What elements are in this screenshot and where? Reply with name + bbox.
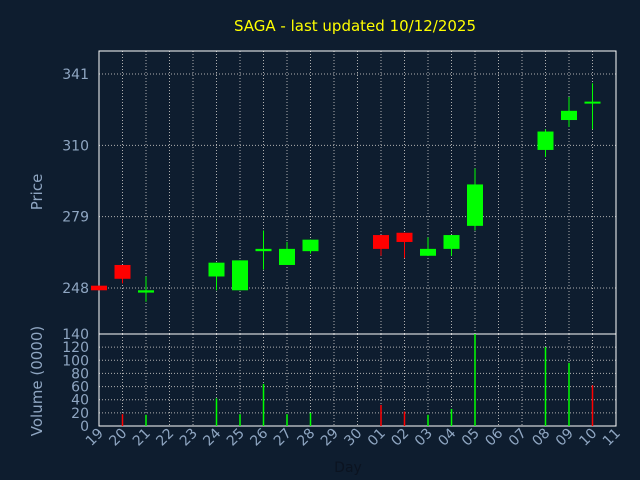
candle-body (420, 248, 436, 256)
chart-title: SAGA - last updated 10/12/2025 (234, 17, 476, 35)
volume-grid (99, 333, 616, 427)
price-grid (99, 51, 616, 334)
candle-body (91, 285, 107, 291)
volume-tick-label: 100 (62, 353, 89, 369)
candle-body (208, 262, 225, 277)
x-tick-label: 03 (412, 426, 436, 450)
x-tick-label: 30 (341, 426, 365, 450)
candle-body (561, 110, 577, 121)
volume-tick-label: 20 (71, 406, 89, 422)
volume-tick-label: 60 (71, 380, 89, 396)
candle-body (396, 232, 413, 242)
x-ticks: 19 20 21 22 23 24 25 26 27 28 29 30 01 02 03 04 05 06 07 08… (83, 425, 624, 449)
x-tick-label: 28 (294, 426, 318, 450)
x-tick-label: 10 (576, 426, 600, 450)
candle-body (584, 101, 601, 104)
candle-body (302, 239, 319, 252)
x-tick-label: 25 (224, 426, 248, 450)
candle-body (443, 235, 460, 249)
x-tick-label: 26 (247, 425, 271, 449)
candle-body (232, 260, 248, 291)
x-tick-label: 05 (459, 426, 483, 450)
x-tick-label: 07 (506, 426, 530, 450)
x-tick-label: 09 (553, 426, 577, 450)
price-y-ticks: 248 279 310 341 (62, 67, 89, 297)
price-axis-label: Price (28, 174, 46, 211)
volume-bar (427, 414, 429, 426)
volume-bar (145, 414, 147, 426)
x-tick-label: 01 (365, 426, 389, 450)
x-tick-label: 24 (200, 425, 224, 449)
volume-bar (121, 414, 124, 426)
volume-bar (403, 411, 406, 426)
volume-panel-frame (98, 333, 617, 427)
x-tick-label: 29 (318, 426, 342, 450)
x-tick-label: 23 (177, 426, 201, 450)
volume-bar (262, 383, 265, 426)
volume-bar (239, 414, 241, 426)
x-tick-label: 11 (600, 426, 624, 450)
x-tick-label: 22 (153, 426, 177, 450)
price-tick-label: 310 (62, 138, 89, 154)
candle-body (114, 264, 131, 279)
volume-axis-label: Volume (0000) (28, 326, 46, 436)
volume-bar (215, 398, 218, 426)
candle-body (255, 248, 272, 252)
candle-body (467, 184, 483, 226)
volume-bar (591, 385, 594, 426)
x-tick-label: 04 (435, 425, 459, 449)
candle-body (373, 235, 389, 249)
x-tick-label: 06 (482, 425, 506, 449)
price-tick-label: 248 (62, 281, 89, 297)
volume-tick-label: 80 (71, 366, 89, 382)
x-tick-label: 27 (271, 426, 295, 450)
volume-tick-label: 0 (80, 419, 89, 435)
volume-bar (544, 347, 547, 426)
volume-bars (121, 334, 594, 426)
x-tick-label: 20 (106, 426, 130, 450)
candles (91, 83, 601, 302)
candle-body (537, 131, 554, 150)
price-tick-label: 279 (62, 210, 89, 226)
volume-tick-label: 120 (62, 340, 89, 356)
volume-bar (474, 334, 476, 426)
volume-tick-label: 140 (62, 327, 89, 343)
volume-tick-label: 40 (71, 393, 89, 409)
price-tick-label: 341 (62, 67, 89, 83)
volume-bar (286, 414, 288, 426)
candle-body (138, 290, 154, 293)
x-tick-label: 21 (130, 426, 154, 450)
x-axis-label: Day (334, 460, 362, 476)
volume-bar (380, 404, 382, 426)
candle-body (279, 248, 295, 265)
volume-bar (309, 412, 312, 426)
volume-bar (450, 408, 453, 426)
x-tick-label: 02 (388, 426, 412, 450)
volume-bar (568, 362, 570, 426)
x-tick-label: 08 (529, 426, 553, 450)
